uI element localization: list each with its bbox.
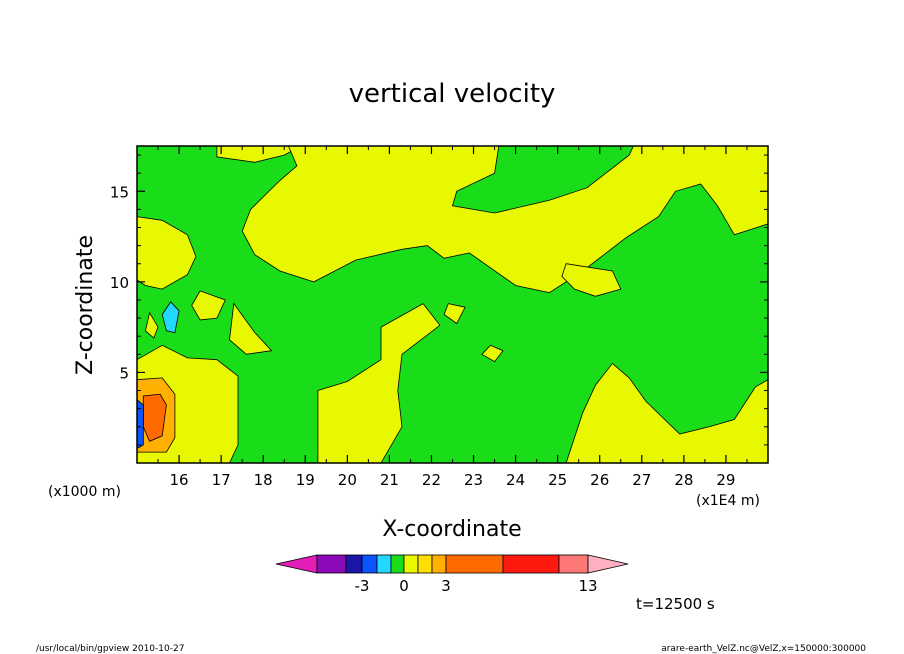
- x-tick-label: 16: [170, 471, 189, 489]
- colorbar-label: 13: [578, 577, 597, 595]
- y-tick-label: 10: [110, 274, 129, 292]
- y-unit-label: (x1000 m): [48, 484, 121, 500]
- footer-left: /usr/local/bin/gpview 2010-10-27: [36, 644, 184, 654]
- x-tick-label: 29: [716, 471, 735, 489]
- x-ticks: 16 17 18 19 20 21 22 23 24 25 26 27 28 29: [157, 146, 748, 489]
- contour-regions: [136, 145, 769, 464]
- x-tick-label: 21: [380, 471, 399, 489]
- contour-region: [481, 344, 504, 363]
- contour-region: [161, 301, 180, 334]
- colorbar-segment: [345, 554, 363, 574]
- colorbar-arrow-right: [587, 554, 629, 574]
- x-tick-label: 20: [338, 471, 357, 489]
- colorbar-segment: [445, 554, 504, 574]
- colorbar-segment: [431, 554, 447, 574]
- contour-region: [144, 311, 159, 339]
- contour-region: [191, 290, 226, 321]
- contour-region: [317, 303, 441, 464]
- footer-right: arare-earth_VelZ.nc@VelZ,x=150000:300000: [661, 644, 866, 654]
- y-tick-label: 5: [119, 364, 129, 382]
- x-unit-label: (x1E4 m): [696, 493, 760, 509]
- x-tick-label: 17: [212, 471, 231, 489]
- x-tick-label: 22: [422, 471, 441, 489]
- colorbar: -3 0 3 13: [275, 554, 629, 595]
- colorbar-segment: [403, 554, 419, 574]
- x-tick-label: 27: [632, 471, 651, 489]
- colorbar-arrow-left: [275, 554, 318, 574]
- colorbar-segment: [502, 554, 560, 574]
- x-tick-label: 26: [590, 471, 609, 489]
- contour-region: [561, 263, 622, 297]
- time-label: t=12500 s: [636, 595, 715, 613]
- y-ticks: 5 10 15: [110, 154, 768, 446]
- x-tick-label: 23: [464, 471, 483, 489]
- colorbar-segment: [417, 554, 433, 574]
- colorbar-label: -3: [355, 577, 370, 595]
- y-tick-label: 15: [110, 183, 129, 201]
- colorbar-label: 0: [399, 577, 409, 595]
- contour-region: [229, 302, 273, 355]
- colorbar-segment: [376, 554, 392, 574]
- colorbar-label: 3: [441, 577, 451, 595]
- colorbar-segment: [361, 554, 378, 574]
- x-tick-label: 19: [296, 471, 315, 489]
- plot-area: 16 17 18 19 20 21 22 23 24 25 26 27 28 29 5 10 15: [110, 145, 769, 489]
- y-axis-label: Z-coordinate: [73, 235, 98, 375]
- x-axis-label: X-coordinate: [382, 517, 521, 542]
- x-tick-label: 24: [506, 471, 525, 489]
- colorbar-segment: [558, 554, 589, 574]
- colorbar-segment: [316, 554, 347, 574]
- contour-region: [241, 145, 769, 294]
- colorbar-segment: [390, 554, 405, 574]
- x-tick-label: 25: [548, 471, 567, 489]
- x-tick-label: 28: [674, 471, 693, 489]
- contour-region: [443, 303, 466, 325]
- x-tick-label: 18: [254, 471, 273, 489]
- contour-region: [136, 398, 144, 450]
- chart-title: vertical velocity: [349, 79, 556, 109]
